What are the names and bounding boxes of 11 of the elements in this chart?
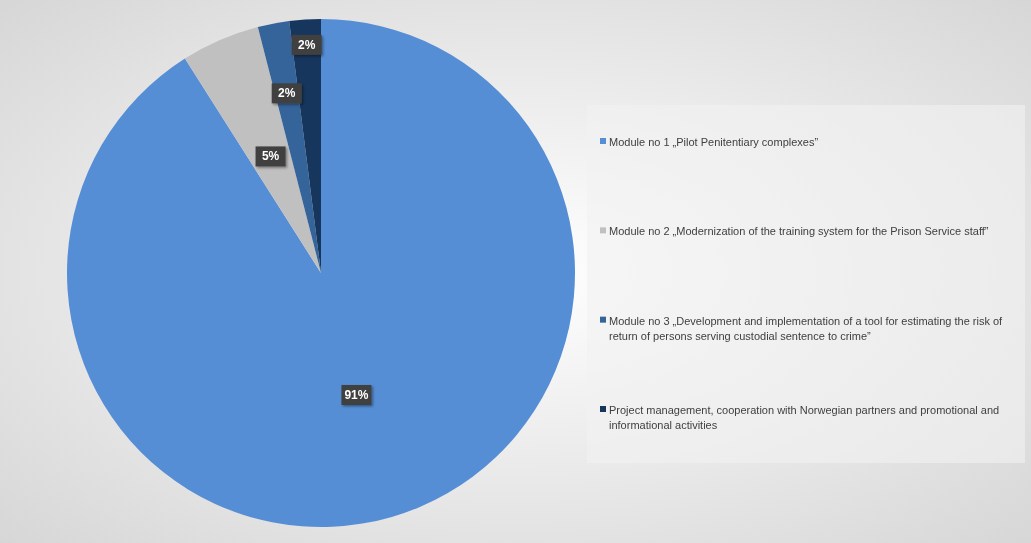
data-label: 2% [278,86,296,101]
legend-label: Module no 3 „Development and implementation of a tool for estimating the risk of return of persons serving custodial sentence to crime” [609,314,1004,342]
pie-slice [184,26,321,273]
legend-label: Project management, cooperation with Norwegian partners and promotional and informational activities [609,404,1000,431]
data-label: 5% [261,149,280,164]
data-label: 91% [344,387,369,402]
data-label: 2% [297,37,316,52]
pie-slice [257,21,321,273]
legend-label: Module no 2 „Modernization of the training system for the Prison Service staff” [609,225,989,238]
pie-slice [67,19,575,527]
legend-label: Module no 1 „Pilot Penitentiary complexes” [609,136,819,148]
